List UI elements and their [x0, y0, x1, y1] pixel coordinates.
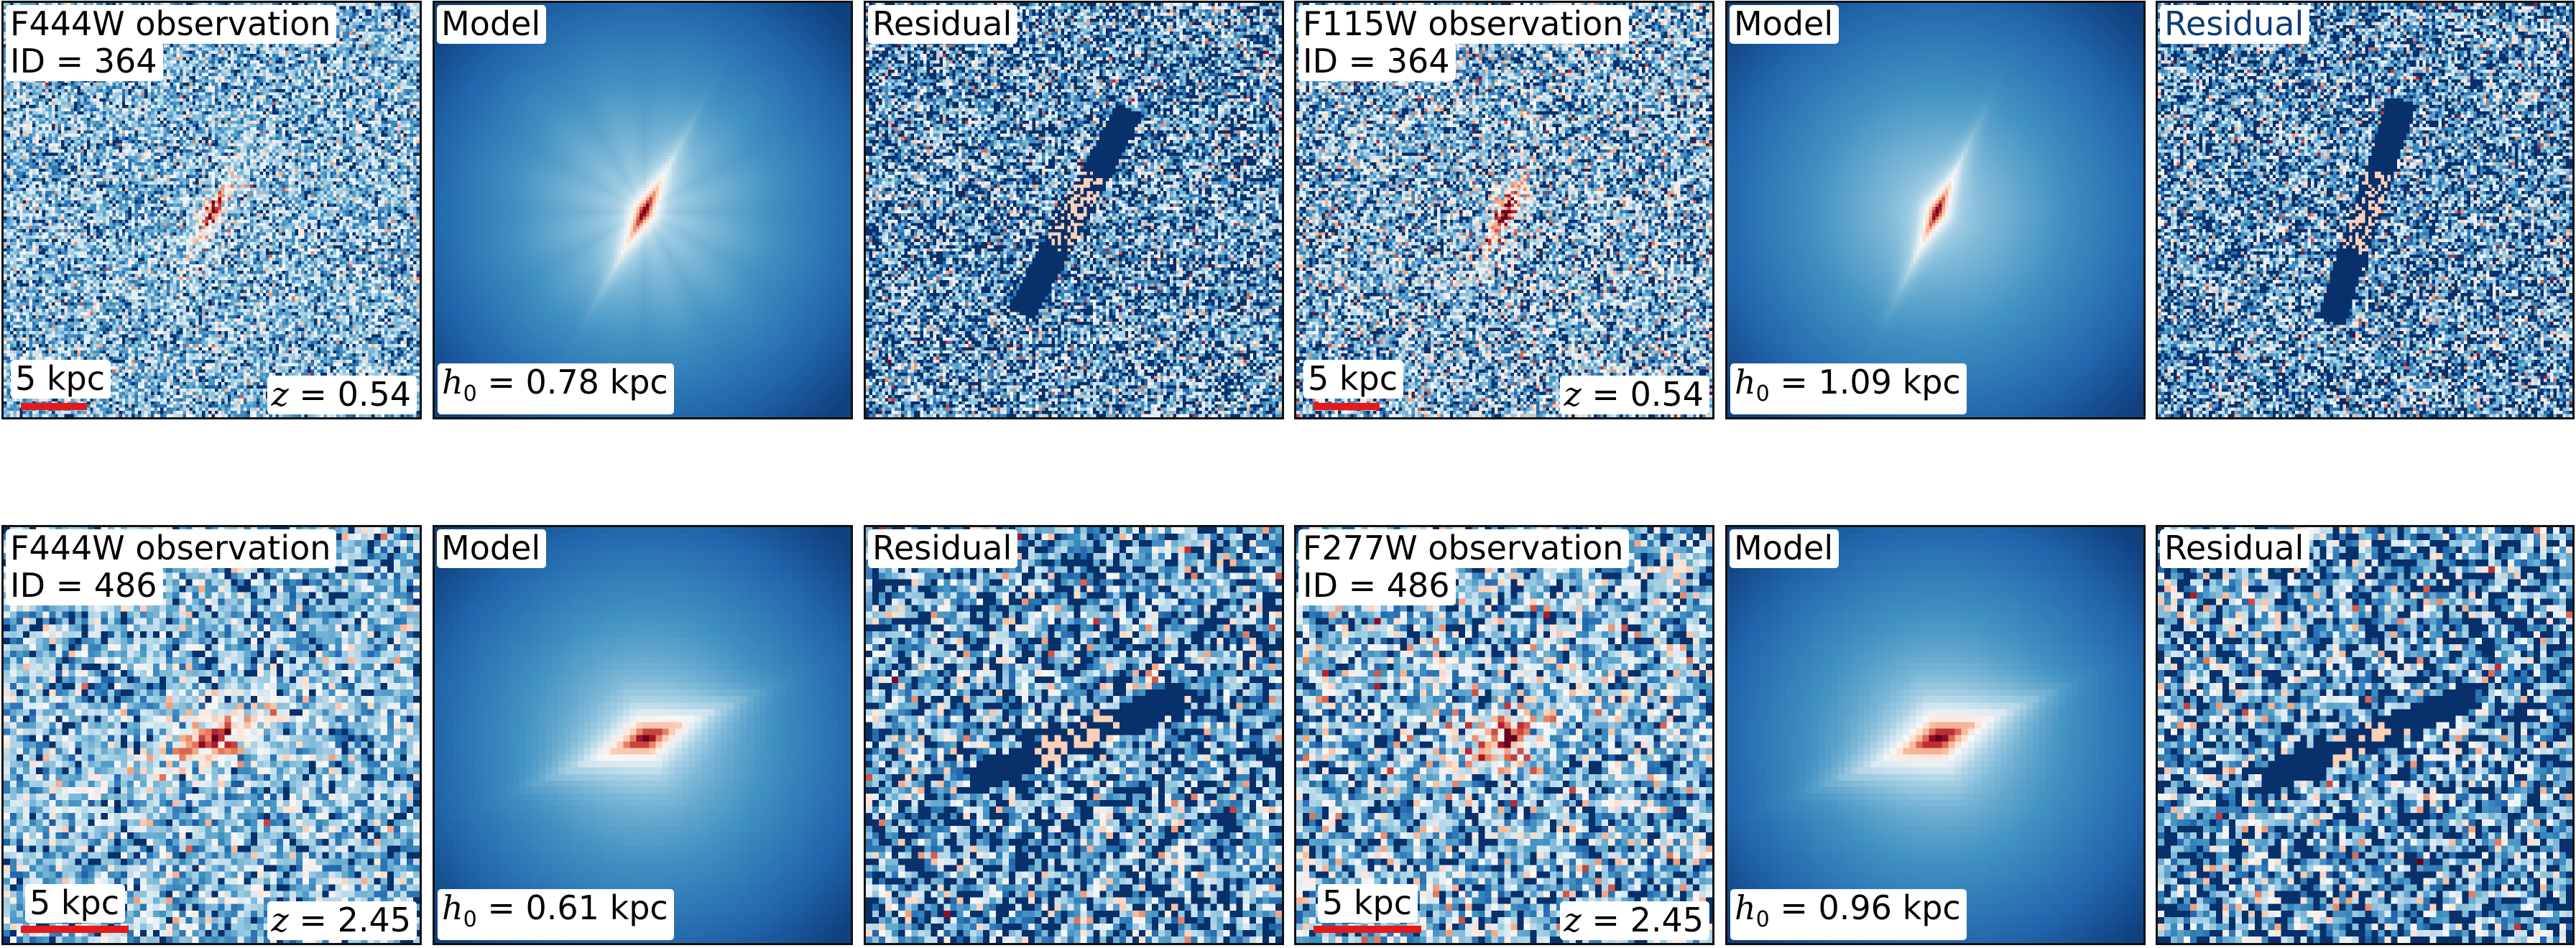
panel-r1-c3: F277W observation ID = 486 5 kpc z = 2.4…: [1294, 525, 1714, 945]
residual-image: [2158, 3, 2572, 417]
scale-bar-line: [1314, 926, 1421, 933]
panel-title: F444W observation: [6, 5, 337, 44]
redshift-label: z = 2.45: [267, 901, 417, 940]
panel-title: F444W observation: [6, 529, 337, 568]
residual-image: [866, 527, 1282, 943]
scale-bar-line: [21, 926, 129, 933]
residual-image: [2158, 527, 2572, 943]
galaxy-id: ID = 486: [6, 567, 163, 605]
scale-bar-label: 5 kpc: [11, 360, 111, 399]
panel-r1-c4: Model h0 = 0.96 kpc: [1725, 525, 2146, 945]
scale-height-label: h0 = 0.61 kpc: [438, 889, 674, 940]
panel-title: F115W observation: [1298, 5, 1630, 44]
model-image: [435, 3, 851, 417]
panel-title: F277W observation: [1298, 529, 1630, 568]
panel-r1-c1: Model h0 = 0.61 kpc: [433, 525, 853, 945]
panel-r1-c0: F444W observation ID = 486 5 kpc z = 2.4…: [1, 525, 422, 945]
model-image: [435, 527, 851, 943]
scale-height-value: 0.61 kpc: [525, 888, 668, 927]
panel-r0-c2: Residual: [864, 1, 1284, 419]
panel-title: Model: [1730, 5, 1839, 44]
panel-r0-c5: Residual: [2156, 1, 2575, 419]
scale-bar-label: 5 kpc: [1318, 884, 1418, 923]
redshift-value: 2.45: [337, 901, 411, 939]
scale-height-value: 0.78 kpc: [525, 362, 668, 401]
scale-bar-label: 5 kpc: [25, 884, 126, 923]
scale-bar: 5 kpc: [1303, 360, 1404, 410]
panel-r1-c2: Residual: [864, 525, 1284, 945]
residual-image: [866, 3, 1282, 417]
scale-height-value: 1.09 kpc: [1818, 362, 1961, 401]
panel-r0-c3: F115W observation ID = 364 5 kpc z = 0.5…: [1294, 1, 1714, 419]
panel-title: Model: [437, 5, 547, 44]
galaxy-id: ID = 486: [1298, 567, 1456, 605]
scale-bar: 5 kpc: [11, 360, 111, 410]
scale-height-value: 0.96 kpc: [1818, 888, 1961, 927]
galaxy-id: ID = 364: [1298, 42, 1456, 81]
redshift-label: z = 2.45: [1559, 901, 1709, 940]
scale-bar: 5 kpc: [21, 884, 129, 933]
panel-title: Model: [437, 529, 547, 568]
panel-r0-c4: Model h0 = 1.09 kpc: [1725, 1, 2146, 419]
redshift-label: z = 0.54: [267, 376, 417, 414]
galaxy-id: ID = 364: [6, 42, 163, 81]
redshift-value: 0.54: [337, 375, 411, 414]
scale-height-label: h0 = 0.78 kpc: [438, 363, 674, 414]
model-image: [1727, 527, 2143, 943]
scale-bar: 5 kpc: [1314, 884, 1421, 933]
panel-r0-c0: F444W observation ID = 364 5 kpc z = 0.5…: [1, 1, 422, 419]
redshift-value: 0.54: [1630, 375, 1704, 414]
scale-height-label: h0 = 1.09 kpc: [1730, 363, 1967, 414]
panel-title: Residual: [868, 5, 1018, 44]
redshift-label: z = 0.54: [1559, 375, 1709, 414]
panel-title: Residual: [2160, 529, 2310, 568]
panel-title: Residual: [2160, 5, 2310, 44]
panel-title: Residual: [868, 529, 1018, 568]
panel-r1-c5: Residual: [2156, 525, 2575, 945]
scale-bar-label: 5 kpc: [1303, 360, 1404, 399]
scale-bar-line: [1314, 403, 1380, 410]
scale-height-label: h0 = 0.96 kpc: [1730, 889, 1967, 940]
panel-r0-c1: Model h0 = 0.78 kpc: [433, 1, 853, 419]
model-image: [1727, 3, 2143, 417]
scale-bar-line: [21, 403, 87, 410]
panel-title: Model: [1730, 529, 1839, 568]
redshift-value: 2.45: [1630, 901, 1704, 939]
